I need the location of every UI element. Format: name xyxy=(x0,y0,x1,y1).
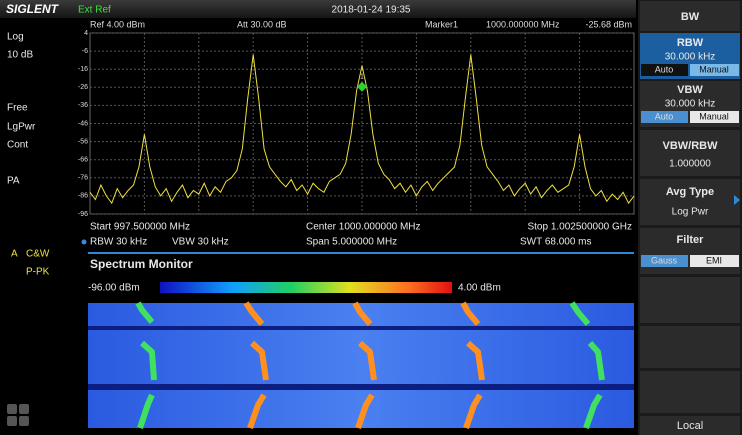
softkey-value: 30.000 kHz xyxy=(665,52,716,63)
trace-mode: C&W xyxy=(26,249,50,260)
preamp: PA xyxy=(7,176,20,187)
softkey-label: RBW xyxy=(677,37,704,49)
y-tick-label: -86 xyxy=(78,193,88,200)
marker-name: Marker1 xyxy=(425,19,458,29)
trace-detector: P-PK xyxy=(26,267,50,278)
y-tick-label: -46 xyxy=(78,120,88,127)
y-tick-label: 4 xyxy=(84,30,88,37)
local-label: Local xyxy=(677,420,703,432)
rbw: RBW 30 kHz xyxy=(90,237,147,248)
toggle-label: Auto xyxy=(655,111,674,121)
datetime: 2018-01-24 19:35 xyxy=(332,5,411,16)
marker-number: 1 xyxy=(360,74,364,81)
toggle-label: Manual xyxy=(699,64,729,74)
sweep: Cont xyxy=(7,140,28,151)
brand: SIGLENT xyxy=(6,2,60,16)
y-tick-label: -66 xyxy=(78,157,88,164)
rbw-dot xyxy=(82,240,87,245)
y-tick-label: -96 xyxy=(78,211,88,218)
softkey-empty xyxy=(640,277,740,323)
menu-icon[interactable] xyxy=(7,404,29,426)
marker-freq: 1000.000000 MHz xyxy=(486,19,560,29)
trace-letter: A xyxy=(11,249,18,260)
monitor-title: Spectrum Monitor xyxy=(90,257,193,271)
softkey-label: VBW xyxy=(677,84,703,96)
scale-max: 4.00 dBm xyxy=(458,283,501,294)
plot: 4 -6 -16 -26 -36 -46 -56 -66 -76 -86 -96 1 xyxy=(78,30,634,218)
toggle-label: Manual xyxy=(699,111,729,121)
scale-div: 10 dB xyxy=(7,50,33,61)
start-freq: Start 997.500000 MHz xyxy=(90,222,190,233)
softkey-label: Avg Type xyxy=(666,186,714,198)
softkey-empty xyxy=(640,326,740,368)
marker-level: -25.68 dBm xyxy=(585,19,632,29)
y-tick-label: -76 xyxy=(78,175,88,182)
softkey-value: Log Pwr xyxy=(672,207,709,218)
toggle-label: EMI xyxy=(706,255,722,265)
softkey-title: BW xyxy=(681,11,700,23)
center-freq: Center 1000.000000 MHz xyxy=(306,222,421,233)
ref-level: Ref 4.00 dBm xyxy=(90,19,145,29)
softkey-empty xyxy=(640,371,740,413)
toggle-label: Auto xyxy=(655,64,674,74)
span: Span 5.000000 MHz xyxy=(306,237,397,248)
color-bar xyxy=(160,282,452,293)
y-tick-label: -36 xyxy=(78,102,88,109)
trigger: Free xyxy=(7,103,28,114)
softkey-label: VBW/RBW xyxy=(663,140,719,152)
scale-type: Log xyxy=(7,32,24,43)
y-tick-label: -26 xyxy=(78,84,88,91)
y-tick-label: -16 xyxy=(78,66,88,73)
softkey-value: 30.000 kHz xyxy=(665,99,716,110)
attenuation: Att 30.00 dB xyxy=(237,19,287,29)
sweep-time: SWT 68.000 ms xyxy=(520,237,592,248)
stop-freq: Stop 1.002500000 GHz xyxy=(527,222,632,233)
y-tick-label: -56 xyxy=(78,138,88,145)
vbw: VBW 30 kHz xyxy=(172,237,229,248)
y-tick-label: -6 xyxy=(82,48,88,55)
softkey-label: Filter xyxy=(677,234,705,246)
waterfall xyxy=(88,303,634,428)
softkey-value: 1.000000 xyxy=(669,159,711,170)
ref-source: Ext Ref xyxy=(78,5,111,16)
scale-min: -96.00 dBm xyxy=(88,283,140,294)
detector: LgPwr xyxy=(7,122,36,133)
toggle-label: Gauss xyxy=(651,255,678,265)
